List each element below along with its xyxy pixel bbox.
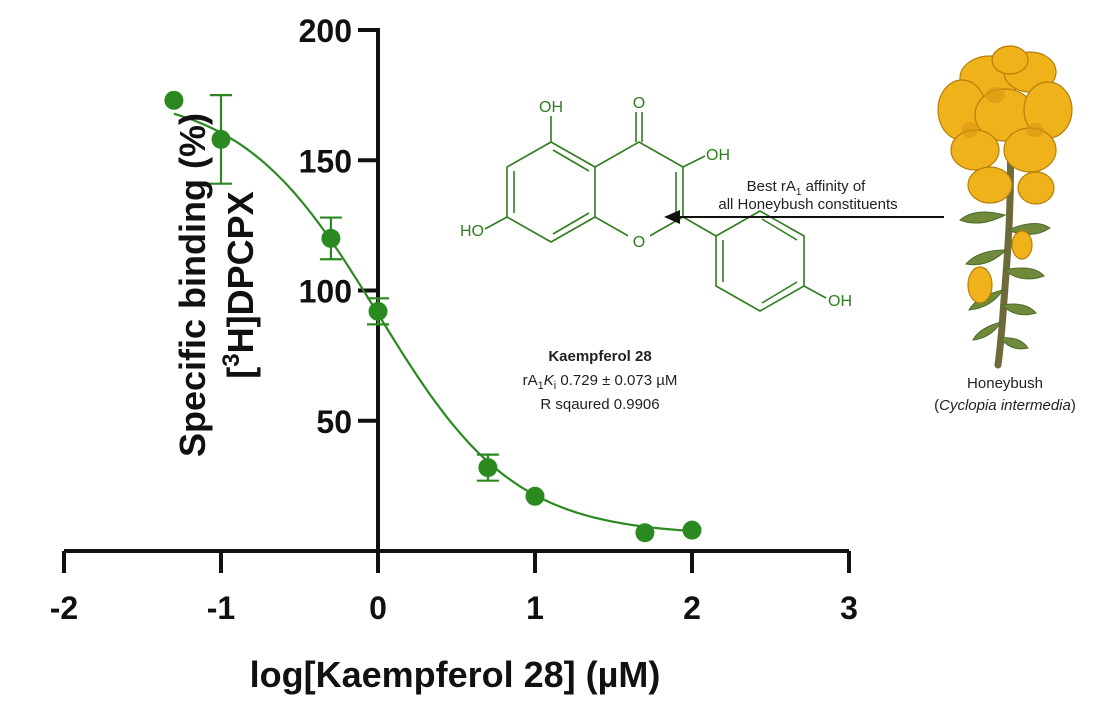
x-tick-label: 3 bbox=[840, 590, 858, 626]
fit-curve bbox=[173, 112, 693, 533]
y-tick-label: 200 bbox=[299, 13, 352, 49]
y-tick-label: 150 bbox=[299, 143, 352, 179]
y-axis-title-line2: [3H]DPCPX bbox=[218, 191, 261, 378]
kaempferol-structure bbox=[484, 112, 827, 312]
honeybush-illustration: Honeybush (Cyclopia intermedia) bbox=[934, 45, 1076, 414]
plant-name: Honeybush bbox=[967, 375, 1043, 392]
y-axis-title-line1: Specific binding (%) bbox=[172, 113, 213, 457]
structure-labels: OH O OH HO O OH bbox=[460, 95, 852, 310]
label-o-ring: O bbox=[633, 234, 645, 251]
x-tick-label: -1 bbox=[207, 590, 235, 626]
x-axis-title: log[Kaempferol 28] (µM) bbox=[250, 654, 661, 695]
data-point bbox=[635, 523, 655, 543]
ring-a bbox=[506, 141, 596, 243]
arrow-text-line2: all Honeybush constituents bbox=[718, 196, 897, 213]
chart-area: -2 -1 0 1 2 3 50 100 150 200 log[Kaempferol 28] (… bbox=[50, 13, 858, 695]
data-point bbox=[321, 228, 341, 248]
compound-name: Kaempferol 28 bbox=[548, 348, 651, 365]
arrow-text-line1: Best rA1 affinity of bbox=[747, 178, 867, 198]
data-point bbox=[368, 301, 388, 321]
y-tick-label: 100 bbox=[299, 274, 352, 310]
label-oh-phenyl: OH bbox=[828, 293, 852, 310]
data-point bbox=[164, 90, 184, 110]
label-ho-left: HO bbox=[460, 223, 484, 240]
ki-value: rA1Ki 0.729 ± 0.073 µM bbox=[523, 372, 678, 392]
label-oh-right: OH bbox=[706, 147, 730, 164]
compound-annotation: Kaempferol 28 rA1Ki 0.729 ± 0.073 µM R s… bbox=[523, 348, 678, 413]
affinity-arrow: Best rA1 affinity of all Honeybush const… bbox=[664, 178, 944, 224]
data-point bbox=[211, 129, 231, 149]
x-tick-label: -2 bbox=[50, 590, 78, 626]
data-points bbox=[164, 90, 702, 543]
ring-c bbox=[594, 141, 684, 243]
data-point bbox=[478, 458, 498, 478]
ticks: -2 -1 0 1 2 3 50 100 150 200 bbox=[50, 13, 858, 626]
label-o-carbonyl: O bbox=[633, 95, 645, 112]
data-point bbox=[682, 520, 702, 540]
r-squared: R sqaured 0.9906 bbox=[540, 396, 659, 413]
plant-latin-name: (Cyclopia intermedia) bbox=[934, 397, 1076, 414]
label-oh-top: OH bbox=[539, 99, 563, 116]
ring-b bbox=[715, 210, 805, 312]
x-tick-label: 2 bbox=[683, 590, 701, 626]
x-tick-label: 0 bbox=[369, 590, 387, 626]
y-tick-label: 50 bbox=[316, 404, 352, 440]
data-point bbox=[525, 486, 545, 506]
x-tick-label: 1 bbox=[526, 590, 544, 626]
